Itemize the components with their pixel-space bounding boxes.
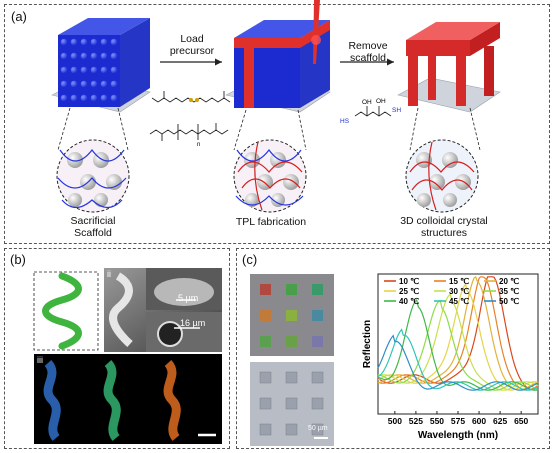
series-line bbox=[377, 298, 539, 391]
thiol-oh-1: OH bbox=[362, 99, 372, 106]
thiol-oh-2: OH bbox=[376, 98, 386, 105]
legend-label: 45 ℃ bbox=[449, 297, 469, 306]
x-tick-label: 575 bbox=[451, 416, 465, 426]
legend-label: 35 ℃ bbox=[499, 287, 519, 296]
legend-label: 50 ℃ bbox=[499, 297, 519, 306]
x-tick-label: 600 bbox=[472, 416, 486, 426]
faded-pixel-grid bbox=[259, 371, 324, 436]
panel-b-label: (b) bbox=[10, 252, 26, 267]
reflection-chart: 500 525 550 575 600 625 650 Wavelength (nm) Refl… bbox=[362, 273, 539, 441]
sem-subpanel-label: ii bbox=[107, 269, 111, 279]
sem-scale-label-2: 16 µm bbox=[180, 318, 206, 328]
scaffold-zoom-circle bbox=[56, 139, 130, 213]
legend-label: 30 ℃ bbox=[449, 287, 469, 296]
peg-diacrylate-structure bbox=[149, 123, 229, 141]
peg-subscript: n bbox=[197, 142, 200, 148]
panel-c-label: (c) bbox=[242, 252, 258, 267]
blue-scaffold-block bbox=[51, 18, 151, 113]
sem-scale-label-1: 5 µm bbox=[178, 293, 199, 303]
series-line bbox=[377, 334, 539, 391]
remove-scaffold-label: Remove scaffold bbox=[348, 40, 388, 64]
series-line bbox=[377, 328, 539, 391]
x-axis-label: Wavelength (nm) bbox=[418, 430, 498, 441]
x-tick-label: 500 bbox=[388, 416, 402, 426]
x-tick-label: 525 bbox=[409, 416, 423, 426]
fluorescence-image bbox=[34, 354, 222, 444]
thiol-structure bbox=[354, 106, 392, 117]
load-precursor-label: Load precursor bbox=[169, 33, 215, 57]
colored-pixel-grid bbox=[260, 284, 323, 347]
tpl-block bbox=[225, 0, 331, 113]
micrograph-scale-label: 50 µm bbox=[308, 425, 328, 432]
x-tick-label: 650 bbox=[514, 416, 528, 426]
x-tick-label: 625 bbox=[493, 416, 507, 426]
thiol-sh-2: HS bbox=[340, 118, 350, 125]
tpl-zoom-circle bbox=[233, 139, 307, 213]
disulfide-monomer-structure bbox=[151, 91, 231, 103]
panel-c-micrographs bbox=[250, 274, 334, 446]
legend-label: 15 ℃ bbox=[449, 277, 469, 286]
y-axis-label: Reflection bbox=[362, 320, 373, 368]
sacrificial-scaffold-caption: Sacrificial Scaffold bbox=[70, 215, 116, 239]
red-structure-block bbox=[397, 22, 501, 113]
x-tick-label: 550 bbox=[430, 416, 444, 426]
colloidal-zoom-circle bbox=[405, 139, 479, 213]
fluorescence-subpanel-label: iii bbox=[37, 355, 43, 365]
legend-label: 40 ℃ bbox=[399, 297, 419, 306]
legend-label: 10 ℃ bbox=[399, 277, 419, 286]
panel-c bbox=[236, 248, 550, 449]
series-line bbox=[377, 276, 539, 391]
panel-a-label: (a) bbox=[11, 9, 27, 24]
legend-label: 20 ℃ bbox=[499, 277, 519, 286]
panel-a bbox=[4, 4, 550, 244]
series-line bbox=[377, 283, 539, 391]
panel-a-illustration: n OH OH SH HS bbox=[51, 0, 501, 213]
green-helix bbox=[42, 272, 82, 350]
thiol-sh-1: SH bbox=[392, 107, 401, 114]
legend-label: 25 ℃ bbox=[399, 287, 419, 296]
laser-beam bbox=[313, 0, 320, 64]
series-line bbox=[377, 276, 539, 391]
colloidal-crystal-caption: 3D colloidal crystal structures bbox=[400, 215, 488, 239]
panel-b bbox=[4, 248, 230, 449]
panel-b-images bbox=[33, 268, 222, 444]
tpl-fabrication-caption: TPL fabrication bbox=[235, 216, 307, 228]
